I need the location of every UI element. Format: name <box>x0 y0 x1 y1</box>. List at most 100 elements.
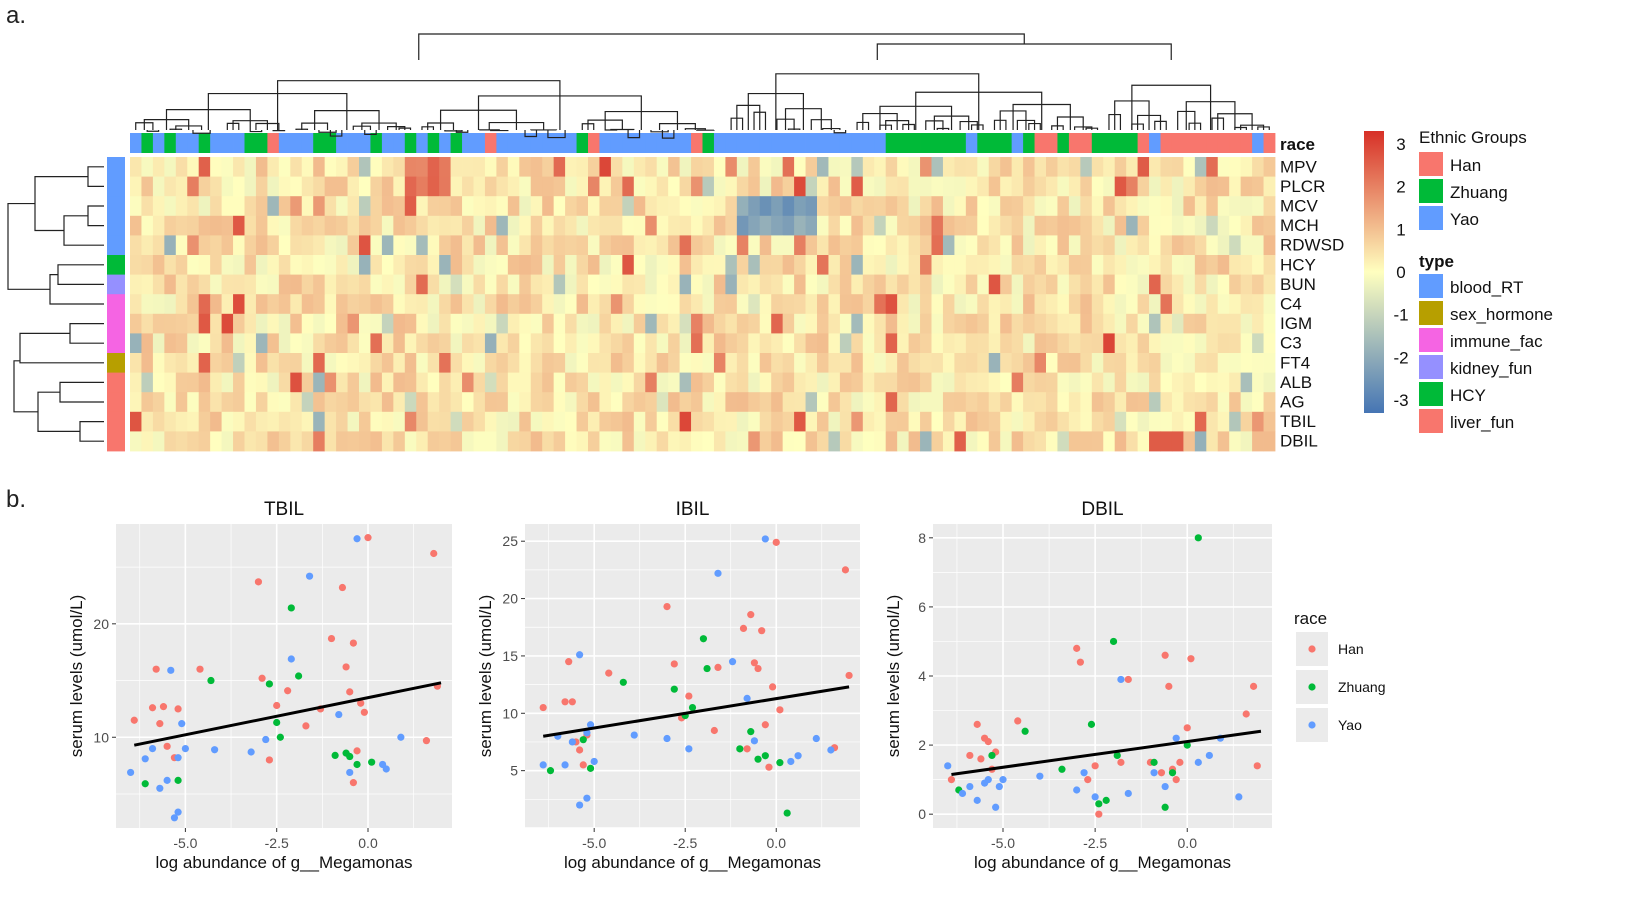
heatmap-cell <box>1194 353 1207 373</box>
heatmap-cell <box>1160 294 1173 315</box>
heatmap-cell <box>1023 255 1035 275</box>
heatmap-cell <box>370 353 383 373</box>
heatmap-cell <box>1183 157 1196 177</box>
heatmap-cell <box>427 235 440 256</box>
heatmap-cell <box>152 411 165 432</box>
heatmap-cell <box>1057 333 1070 354</box>
heatmap-cell <box>198 372 211 393</box>
heatmap-cell <box>1217 294 1230 315</box>
heatmap-cell <box>519 333 532 354</box>
heatmap-cell <box>931 215 944 236</box>
heatmap-cell <box>691 313 703 334</box>
heatmap-cell <box>278 235 291 256</box>
heatmap-cell <box>336 255 348 275</box>
heatmap-cell <box>954 333 967 354</box>
heatmap-cell <box>496 215 509 236</box>
data-point <box>353 535 361 543</box>
heatmap-cell <box>1126 353 1138 373</box>
race-cell <box>130 133 142 153</box>
heatmap-cell <box>668 255 680 275</box>
heatmap-cell <box>164 411 177 432</box>
race-cell <box>759 133 772 153</box>
heatmap-cell <box>507 411 520 432</box>
heatmap-cell <box>988 274 1001 295</box>
heatmap-cell <box>255 196 268 217</box>
heatmap-cell <box>817 255 829 275</box>
heatmap-cell <box>324 313 337 334</box>
heatmap-cell <box>347 255 360 275</box>
heatmap-cell <box>1057 176 1070 197</box>
heatmap-cell <box>427 353 440 373</box>
heatmap-cell <box>370 431 383 452</box>
heatmap-cell <box>794 176 806 197</box>
heatmap-cell <box>1023 274 1035 295</box>
heatmap-cell <box>152 215 165 236</box>
data-point <box>1176 758 1184 766</box>
heatmap-cell <box>1011 176 1024 197</box>
heatmap-cell <box>347 235 360 256</box>
heatmap-cell <box>1057 431 1070 452</box>
heatmap-cell <box>255 313 268 334</box>
race-cell <box>1000 133 1013 153</box>
data-point <box>750 659 759 667</box>
data-point <box>761 721 769 729</box>
heatmap-cell <box>1149 392 1161 413</box>
data-point <box>663 734 671 743</box>
heatmap-cell <box>805 411 818 432</box>
heatmap-cell <box>336 274 348 295</box>
heatmap-cell <box>656 274 669 295</box>
heatmap-cell <box>622 196 635 217</box>
heatmap-cell <box>301 196 314 217</box>
data-point <box>992 803 1000 811</box>
heatmap-cell <box>977 215 990 236</box>
heatmap-cell <box>656 411 669 432</box>
heatmap-cell <box>233 313 245 334</box>
heatmap-cell <box>1057 353 1070 373</box>
heatmap-cell <box>920 255 932 275</box>
heatmap-cell <box>1080 215 1093 236</box>
heatmap-cell <box>553 372 566 393</box>
heatmap-cell <box>645 176 658 197</box>
heatmap-cell <box>828 294 841 315</box>
heatmap-cell <box>1034 411 1047 432</box>
heatmap-cell <box>1126 392 1138 413</box>
heatmap-cell <box>942 274 955 295</box>
data-point <box>1157 769 1166 777</box>
heatmap-cell <box>324 411 337 432</box>
heatmap-cell <box>736 294 749 315</box>
heatmap-cell <box>1263 294 1276 315</box>
dendrogram-branch <box>833 130 847 134</box>
heatmap-cell <box>977 157 990 177</box>
heatmap-cell <box>1149 294 1161 315</box>
heatmap-cell <box>1183 255 1196 275</box>
heatmap-cell <box>977 431 990 452</box>
heatmap-cell <box>1114 372 1127 393</box>
heatmap-cell <box>1229 196 1242 217</box>
heatmap-cell <box>1080 196 1093 217</box>
heatmap-cell <box>175 313 188 334</box>
heatmap-cell <box>954 215 967 236</box>
heatmap-cell <box>530 333 543 354</box>
heatmap-cell <box>198 392 211 413</box>
y-tick-label: 20 <box>93 616 109 632</box>
heatmap-cell <box>187 196 200 217</box>
race-cell <box>828 133 841 153</box>
heatmap-cell <box>725 431 738 452</box>
heatmap-cell <box>1252 294 1264 315</box>
heatmap-cell <box>1217 392 1230 413</box>
heatmap-cell <box>656 215 669 236</box>
heatmap-cell <box>175 431 188 452</box>
data-point <box>579 761 587 769</box>
heatmap-cell <box>1149 431 1161 452</box>
heatmap-cell <box>622 157 635 177</box>
heatmap-cell <box>484 176 497 197</box>
heatmap-cell <box>221 157 234 177</box>
heatmap-cell <box>588 431 600 452</box>
heatmap-cell <box>588 294 600 315</box>
race-cell <box>313 133 326 153</box>
heatmap-cell <box>336 431 348 452</box>
heatmap-cell <box>691 215 703 236</box>
heatmap-cell <box>668 431 680 452</box>
